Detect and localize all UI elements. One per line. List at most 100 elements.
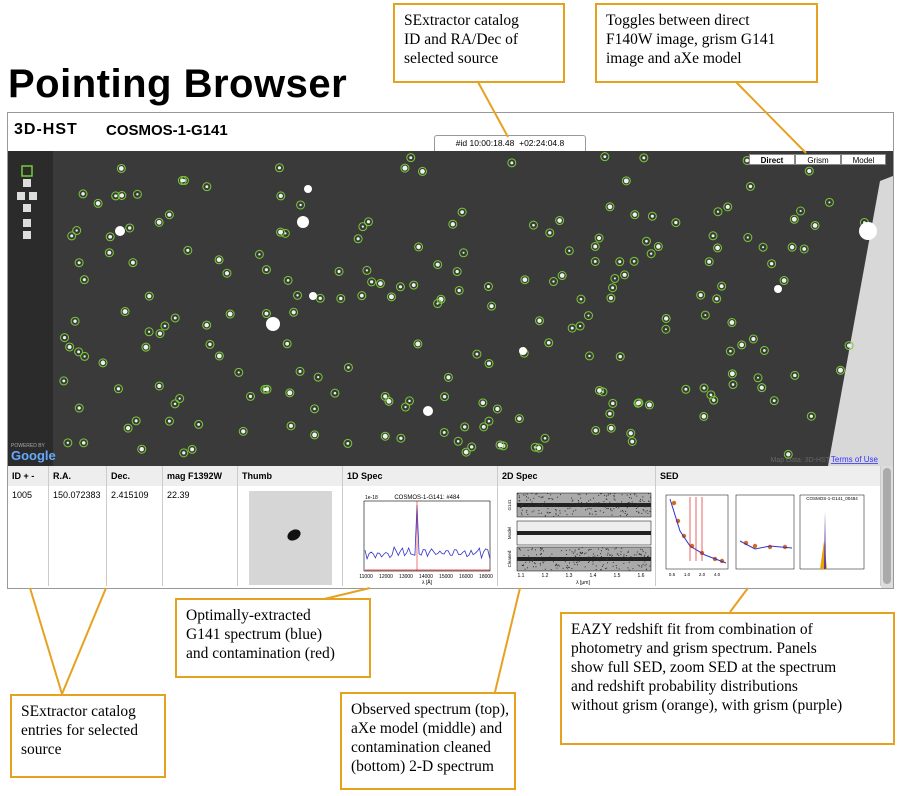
source xyxy=(333,391,337,395)
source-marker xyxy=(144,291,154,301)
toggle-direct[interactable]: Direct xyxy=(749,154,795,165)
noise xyxy=(531,501,533,503)
coords-tab[interactable]: #id 10:00:18.48 +02:24:04.8 xyxy=(434,135,586,151)
trace xyxy=(517,557,651,561)
noise xyxy=(624,512,626,514)
noise xyxy=(533,510,535,512)
noise xyxy=(579,552,581,554)
x-tick-label: 1.0 xyxy=(684,572,691,577)
source-marker xyxy=(610,273,620,283)
noise xyxy=(555,510,557,512)
noise xyxy=(577,493,579,495)
source xyxy=(636,400,642,406)
annotation-line: image and aXe model xyxy=(606,50,742,67)
source xyxy=(67,344,72,349)
source xyxy=(216,257,222,263)
source xyxy=(205,185,209,189)
nav-controls[interactable] xyxy=(17,179,37,239)
source xyxy=(674,220,678,225)
source xyxy=(456,439,460,443)
source-marker xyxy=(384,396,394,406)
x-tick-label: 1.6 xyxy=(638,573,645,579)
source-marker xyxy=(630,210,640,220)
plot-title: COSMOS-1-G141: #484 xyxy=(394,495,460,501)
source xyxy=(383,394,388,399)
noise xyxy=(639,501,641,503)
column-header: SED xyxy=(656,466,881,486)
source-marker xyxy=(534,316,544,326)
noise xyxy=(560,550,562,552)
sky-image[interactable]: Terms of Use Map Data: 3D-HST POWERED BY… xyxy=(8,151,893,466)
source xyxy=(698,293,703,298)
source xyxy=(366,220,371,224)
select-control[interactable] xyxy=(21,165,33,177)
source-marker xyxy=(334,266,344,276)
noise xyxy=(604,506,606,508)
noise xyxy=(615,547,617,549)
source-marker xyxy=(557,271,567,281)
annotation-line: and redshift probability distributions xyxy=(571,678,798,695)
source-marker xyxy=(700,310,710,320)
source xyxy=(237,371,240,374)
x-tick-label: 14000 xyxy=(419,574,433,580)
source xyxy=(623,178,629,184)
source-marker xyxy=(293,290,303,300)
source xyxy=(339,296,343,301)
source-marker xyxy=(404,396,414,406)
noise xyxy=(534,563,536,565)
source xyxy=(497,442,503,448)
noise xyxy=(620,553,622,555)
source-marker xyxy=(544,338,554,348)
noise xyxy=(527,513,529,515)
source xyxy=(116,387,121,391)
noise xyxy=(531,493,533,495)
google-logo: Google xyxy=(11,448,56,463)
scrollbar[interactable] xyxy=(881,466,893,588)
source xyxy=(136,193,139,196)
annotation-line: selected source xyxy=(404,50,499,67)
source-marker xyxy=(540,433,550,443)
source xyxy=(286,279,290,282)
source-marker xyxy=(262,384,272,394)
source-marker xyxy=(417,166,427,176)
toggle-grism[interactable]: Grism xyxy=(795,154,841,165)
noise xyxy=(544,501,546,503)
noise xyxy=(540,497,542,499)
source xyxy=(420,169,425,174)
source-marker xyxy=(590,241,600,251)
source xyxy=(704,314,707,317)
source xyxy=(82,278,86,282)
noise xyxy=(541,548,543,550)
noise xyxy=(612,565,614,567)
toggle-model[interactable]: Model xyxy=(841,154,886,165)
terms-link[interactable]: Terms of Use xyxy=(831,455,879,464)
column-header: Thumb xyxy=(238,466,343,486)
source xyxy=(125,425,131,431)
source xyxy=(66,441,70,445)
source-marker xyxy=(709,395,719,405)
noise xyxy=(519,507,521,509)
source xyxy=(716,210,720,213)
source-marker xyxy=(170,399,180,409)
source-marker xyxy=(713,243,723,253)
noise xyxy=(567,566,569,568)
noise xyxy=(517,493,519,495)
noise xyxy=(637,505,639,507)
source xyxy=(446,375,451,380)
source xyxy=(475,352,479,356)
source-marker xyxy=(164,210,174,220)
source xyxy=(399,436,403,440)
noise xyxy=(613,498,615,500)
noise xyxy=(531,558,533,560)
x-tick-label: 16000 xyxy=(459,574,473,580)
noise xyxy=(640,498,642,500)
source xyxy=(593,428,598,433)
source-marker xyxy=(141,342,151,352)
noise xyxy=(564,510,566,512)
plot-frame xyxy=(363,500,491,572)
noise xyxy=(568,566,570,568)
source xyxy=(714,297,719,301)
source xyxy=(712,398,716,402)
source-marker xyxy=(639,153,649,163)
source xyxy=(628,431,633,436)
